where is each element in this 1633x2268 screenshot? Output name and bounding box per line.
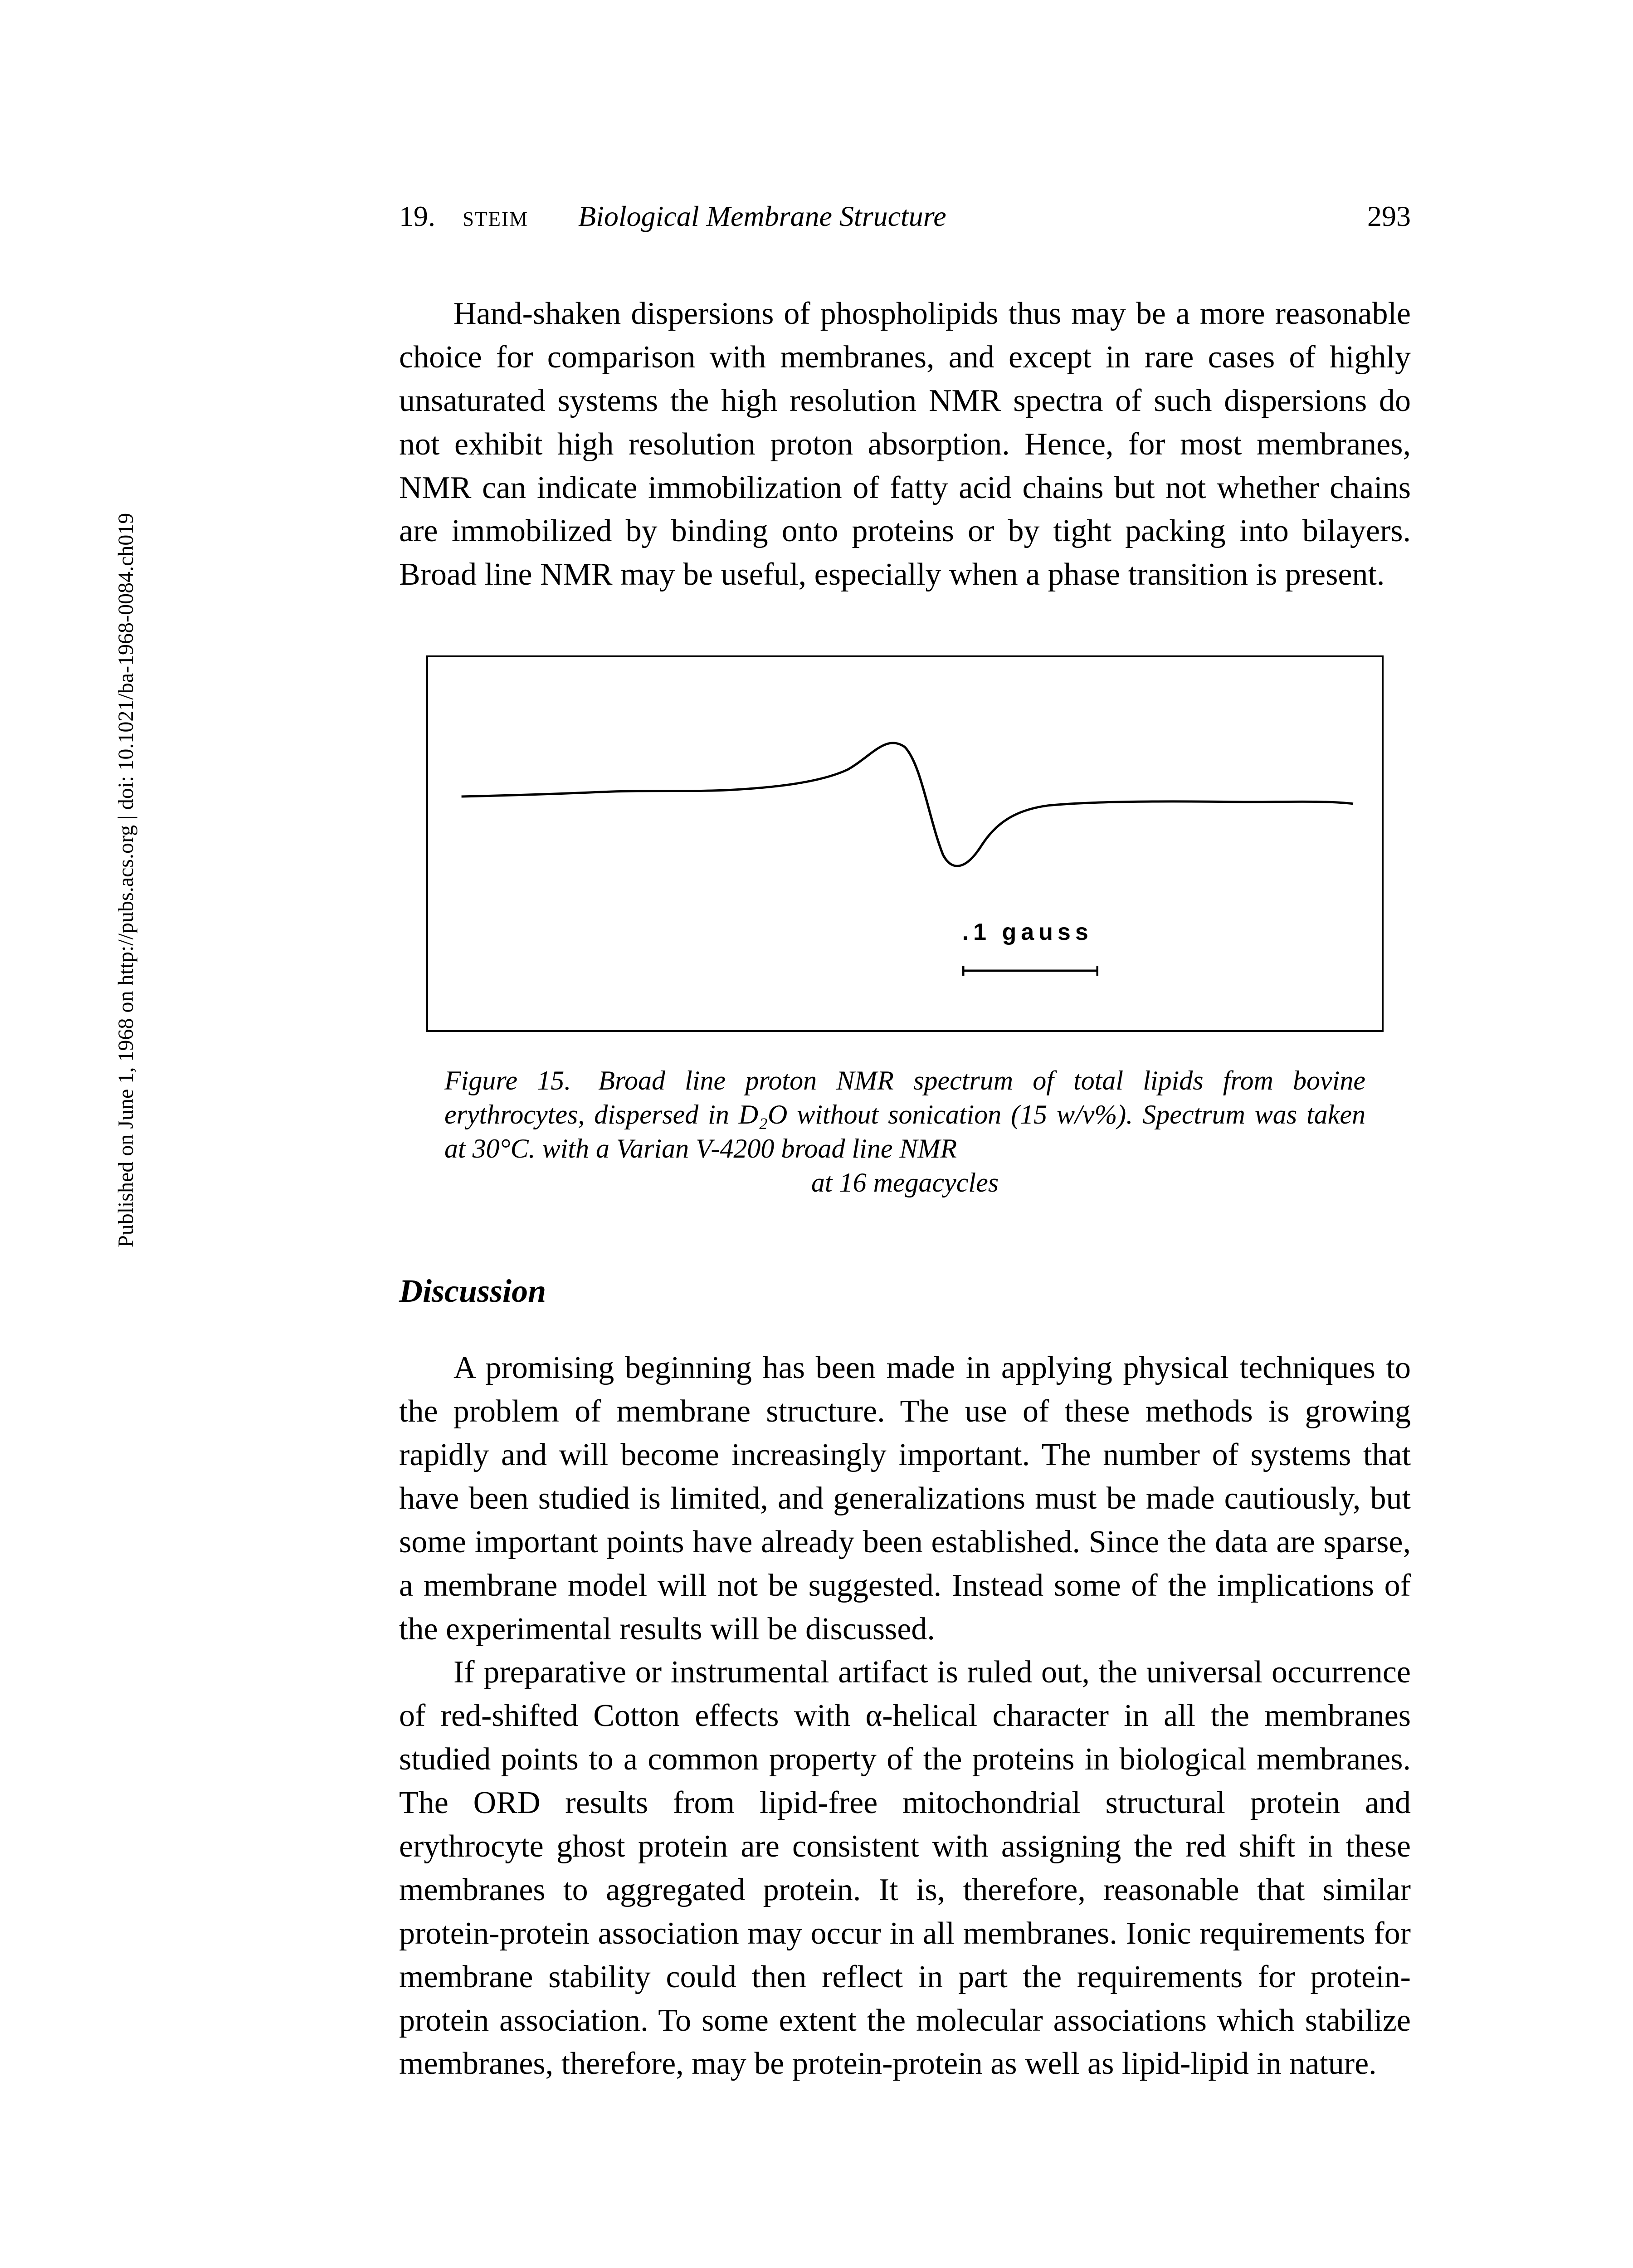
figure-15-plot-box: .1 gauss bbox=[426, 655, 1384, 1032]
spectrum-path bbox=[462, 743, 1353, 866]
author-name: steim bbox=[463, 200, 528, 233]
paragraph-2: A promising beginning has been made in a… bbox=[399, 1346, 1411, 1651]
page-number: 293 bbox=[1367, 200, 1411, 233]
paragraph-3: If preparative or instrumental artifact … bbox=[399, 1651, 1411, 2086]
scale-label: .1 gauss bbox=[962, 919, 1093, 946]
figure-15-caption: Figure 15. Broad line proton NMR spectru… bbox=[444, 1064, 1365, 1200]
chapter-number: 19. bbox=[399, 200, 435, 233]
running-title: Biological Membrane Structure bbox=[578, 200, 946, 233]
figure-15-caption-lastline: at 16 megacycles bbox=[444, 1166, 1365, 1200]
nmr-spectrum-line bbox=[428, 657, 1382, 1030]
side-citation-text: Published on June 1, 1968 on http://pubs… bbox=[113, 513, 138, 1247]
figure-15-caption-main: Figure 15. Broad line proton NMR spectru… bbox=[444, 1066, 1365, 1163]
page: Published on June 1, 1968 on http://pubs… bbox=[0, 0, 1633, 2268]
figure-15: .1 gauss Figure 15. Broad line proton NM… bbox=[399, 655, 1411, 1200]
scale-bar bbox=[962, 963, 1098, 978]
running-head: 19. steim Biological Membrane Structure … bbox=[399, 200, 1411, 233]
paragraph-1: Hand-shaken dispersions of phospholipids… bbox=[399, 292, 1411, 596]
discussion-heading: Discussion bbox=[399, 1272, 1411, 1310]
